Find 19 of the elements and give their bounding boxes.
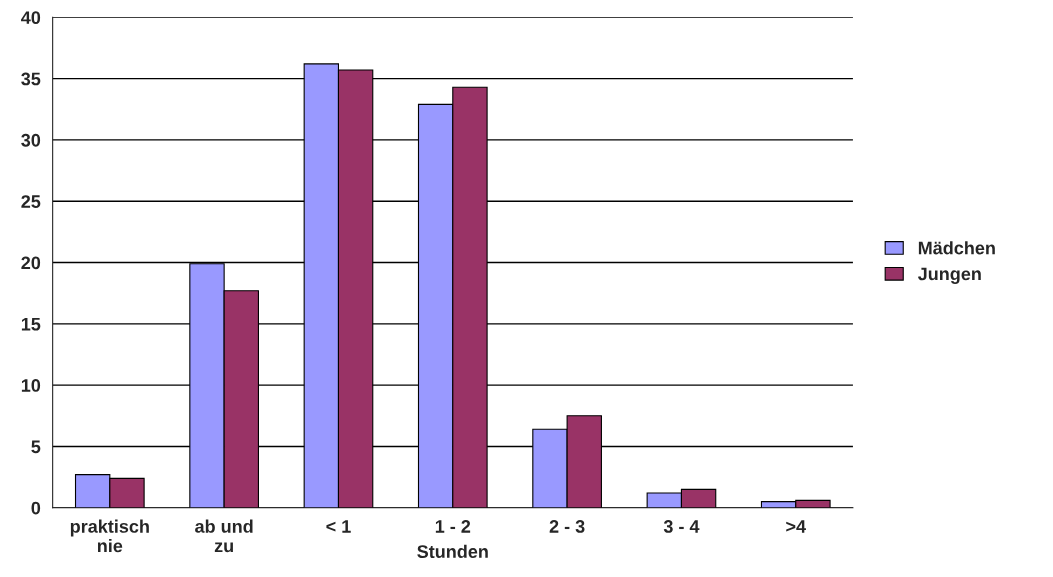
legend-label: Mädchen	[918, 241, 995, 255]
x-tick-label: >4	[786, 520, 806, 533]
y-tick-label: 5	[31, 440, 41, 454]
y-tick-label: 0	[31, 501, 41, 515]
x-axis-title: Stunden	[417, 544, 488, 558]
x-tick-label: < 1	[326, 520, 351, 533]
y-tick-label: 35	[21, 72, 41, 86]
y-tick-label: 25	[21, 195, 41, 208]
y-tick-label: 15	[21, 317, 41, 331]
legend-label: Jungen	[917, 267, 981, 284]
x-tick-label: 1 - 2	[435, 520, 471, 533]
x-tick-label: praktisch nie	[70, 519, 149, 553]
y-tick-label: 20	[21, 256, 41, 270]
x-tick-label: ab und zu	[195, 519, 253, 553]
x-tick-label: 3 - 4	[663, 520, 700, 533]
y-tick-label: 30	[21, 133, 41, 147]
y-tick-label: 40	[21, 11, 41, 25]
y-tick-label: 10	[21, 379, 41, 392]
x-tick-label: 2 - 3	[549, 520, 585, 533]
